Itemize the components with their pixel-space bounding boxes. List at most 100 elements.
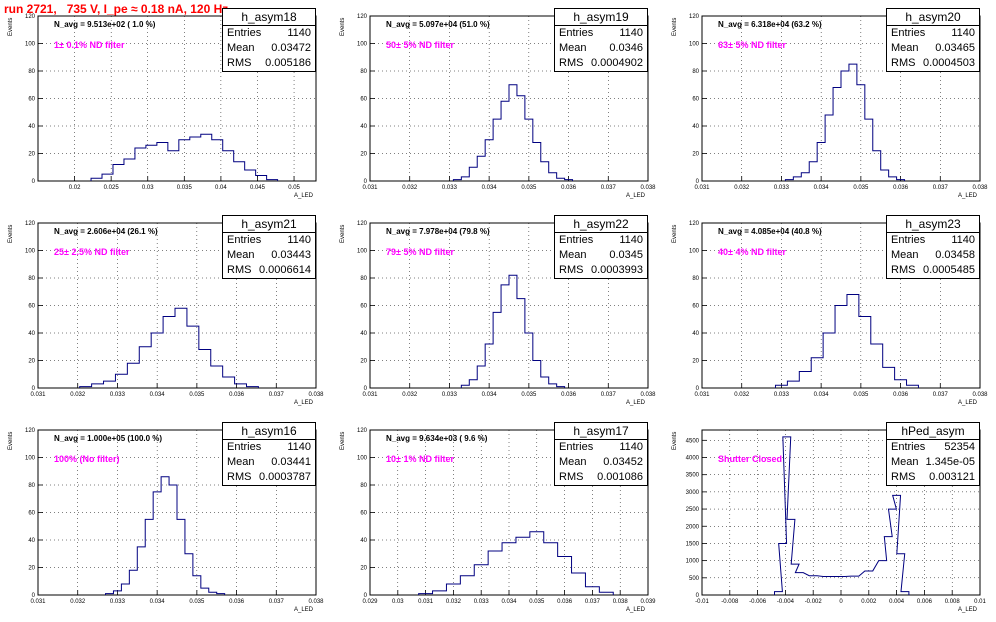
x-tick-label: 0.031 bbox=[418, 599, 434, 605]
histogram-line bbox=[418, 531, 614, 595]
stats-row-rms: RMS 0.0005485 bbox=[887, 263, 979, 278]
stats-row-entries: Entries 1140 bbox=[223, 233, 315, 248]
y-tick-label: 60 bbox=[28, 511, 35, 517]
x-tick-label: 0.036 bbox=[229, 599, 245, 605]
stats-row-mean: Mean 1.345e-05 bbox=[887, 455, 979, 470]
filter-label: 10± 1% ND filter bbox=[386, 454, 454, 464]
stats-row-entries: Entries 1140 bbox=[223, 26, 315, 41]
stats-entries-value: 1140 bbox=[287, 27, 311, 39]
x-tick-label: 0.02 bbox=[69, 185, 81, 191]
histogram-panel: 0.031 0.032 0.033 0.034 0.035 0.036 0.037 0.038… bbox=[332, 207, 664, 414]
y-tick-label: 20 bbox=[692, 152, 699, 158]
x-tick-label: 0.033 bbox=[774, 185, 790, 191]
stats-rms-value: 0.003121 bbox=[929, 471, 975, 483]
y-tick-label: 2000 bbox=[686, 524, 700, 530]
x-tick-label: 0.036 bbox=[229, 392, 245, 398]
x-tick-label: 0.037 bbox=[585, 599, 601, 605]
y-tick-label: 100 bbox=[25, 456, 36, 462]
filter-label: Shutter Closed bbox=[718, 454, 783, 464]
stats-mean-value: 0.03441 bbox=[271, 456, 311, 468]
y-tick-label: 20 bbox=[360, 566, 367, 572]
stats-row-rms: RMS 0.0003787 bbox=[223, 470, 315, 485]
stats-row-entries: Entries 1140 bbox=[555, 233, 647, 248]
x-tick-label: 0.034 bbox=[482, 392, 498, 398]
y-tick-label: 0 bbox=[364, 179, 368, 185]
stats-entries-label: Entries bbox=[891, 234, 926, 246]
x-tick-label: 0.035 bbox=[853, 185, 869, 191]
stats-mean-value: 0.03465 bbox=[935, 42, 975, 54]
stats-rms-label: RMS bbox=[227, 57, 252, 69]
stats-rms-value: 0.001086 bbox=[597, 471, 643, 483]
y-tick-label: 0 bbox=[364, 386, 368, 392]
navg-label: N_avg = 1.000e+05 (100.0 %) bbox=[54, 434, 163, 443]
x-tick-label: 0.035 bbox=[521, 392, 537, 398]
stats-row-rms: RMS 0.001086 bbox=[555, 470, 647, 485]
x-tick-label: 0.037 bbox=[269, 392, 285, 398]
stats-mean-value: 0.0345 bbox=[609, 249, 643, 261]
x-tick-label: 0.038 bbox=[308, 599, 324, 605]
stats-row-mean: Mean 0.03465 bbox=[887, 41, 979, 56]
x-tick-label: 0.031 bbox=[694, 185, 710, 191]
x-tick-label: 0.004 bbox=[889, 599, 905, 605]
y-tick-label: 60 bbox=[692, 304, 699, 310]
x-tick-label: 0.032 bbox=[734, 392, 750, 398]
y-tick-label: 120 bbox=[357, 14, 368, 20]
x-tick-label: 0.033 bbox=[474, 599, 490, 605]
y-tick-label: 80 bbox=[692, 69, 699, 75]
histogram-name: h_asym22 bbox=[555, 216, 647, 233]
y-axis-label: Events bbox=[340, 17, 346, 36]
histogram-panel: 0.031 0.032 0.033 0.034 0.035 0.036 0.037 0.038… bbox=[664, 0, 996, 207]
x-tick-label: 0.025 bbox=[104, 185, 120, 191]
histogram-panel: 0.02 0.025 0.03 0.035 0.04 0.045 0.05 0 20 40 60 80… bbox=[0, 0, 332, 207]
x-axis-label: A_LED bbox=[294, 607, 314, 613]
x-tick-label: -0.006 bbox=[749, 599, 767, 605]
filter-label: 100% (No filter) bbox=[54, 454, 120, 464]
y-tick-label: 40 bbox=[360, 538, 367, 544]
y-axis-label: Events bbox=[672, 224, 678, 243]
y-tick-label: 100 bbox=[25, 42, 36, 48]
x-tick-label: 0.031 bbox=[30, 599, 46, 605]
stats-entries-label: Entries bbox=[227, 234, 262, 246]
stats-row-rms: RMS 0.005186 bbox=[223, 56, 315, 71]
x-tick-label: 0.03 bbox=[392, 599, 404, 605]
navg-label: N_avg = 9.513e+02 ( 1.0 %) bbox=[54, 20, 156, 29]
x-tick-label: 0.033 bbox=[110, 599, 126, 605]
x-tick-label: 0.034 bbox=[814, 185, 830, 191]
x-tick-label: 0.037 bbox=[933, 185, 949, 191]
x-tick-label: 0.036 bbox=[893, 185, 909, 191]
x-axis-label: A_LED bbox=[958, 607, 978, 613]
x-tick-label: 0.036 bbox=[893, 392, 909, 398]
x-tick-label: 0.033 bbox=[774, 392, 790, 398]
y-tick-label: 20 bbox=[360, 152, 367, 158]
stats-entries-label: Entries bbox=[227, 27, 262, 39]
stats-row-mean: Mean 0.03443 bbox=[223, 248, 315, 263]
y-tick-label: 100 bbox=[357, 249, 368, 255]
x-tick-label: 0.032 bbox=[70, 599, 86, 605]
histogram-name: hPed_asym bbox=[887, 423, 979, 440]
y-tick-label: 80 bbox=[360, 483, 367, 489]
x-tick-label: 0.035 bbox=[189, 599, 205, 605]
stats-mean-label: Mean bbox=[891, 456, 919, 468]
stats-row-rms: RMS 0.0006614 bbox=[223, 263, 315, 278]
y-tick-label: 4000 bbox=[686, 456, 700, 462]
stats-rms-value: 0.0006614 bbox=[259, 264, 311, 276]
y-axis-label: Events bbox=[8, 431, 14, 450]
x-tick-label: -0.002 bbox=[805, 599, 823, 605]
y-tick-label: 80 bbox=[360, 276, 367, 282]
x-tick-label: 0.035 bbox=[853, 392, 869, 398]
stats-entries-label: Entries bbox=[559, 441, 594, 453]
x-tick-label: 0.034 bbox=[150, 392, 166, 398]
y-tick-label: 40 bbox=[360, 124, 367, 130]
x-tick-label: 0.034 bbox=[501, 599, 517, 605]
histogram-line bbox=[460, 274, 566, 388]
stats-box: h_asym18 Entries 1140 Mean 0.03472 RMS 0.00518… bbox=[222, 8, 316, 72]
x-tick-label: 0.037 bbox=[269, 599, 285, 605]
histogram-panel: 0.031 0.032 0.033 0.034 0.035 0.036 0.037 0.038… bbox=[0, 414, 332, 621]
filter-label: 50± 5% ND filter bbox=[386, 40, 454, 50]
stats-rms-label: RMS bbox=[227, 264, 252, 276]
y-tick-label: 40 bbox=[692, 331, 699, 337]
histogram-panel: -0.01 -0.008 -0.006 -0.004 -0.002 0 0.002 0.004… bbox=[664, 414, 996, 621]
y-tick-label: 60 bbox=[28, 97, 35, 103]
stats-row-entries: Entries 1140 bbox=[887, 233, 979, 248]
stats-mean-label: Mean bbox=[227, 456, 255, 468]
